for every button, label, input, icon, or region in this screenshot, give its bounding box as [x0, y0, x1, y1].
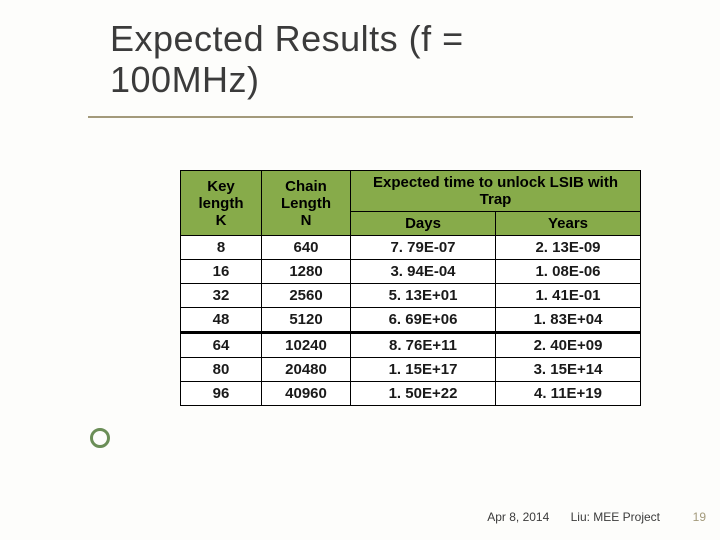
cell-n: 1280	[262, 260, 351, 284]
cell-n: 20480	[262, 358, 351, 382]
cell-days: 1. 15E+17	[351, 358, 496, 382]
table-row: 96 40960 1. 50E+22 4. 11E+19	[181, 382, 641, 406]
title-line-1: Expected Results (f =	[110, 18, 464, 59]
cell-k: 64	[181, 333, 262, 358]
cell-years: 2. 13E-09	[496, 236, 641, 260]
title-underline	[88, 116, 633, 118]
cell-k: 32	[181, 284, 262, 308]
col-header-key: Key length K	[181, 171, 262, 236]
cell-years: 1. 41E-01	[496, 284, 641, 308]
cell-k: 96	[181, 382, 262, 406]
cell-k: 16	[181, 260, 262, 284]
cell-years: 3. 15E+14	[496, 358, 641, 382]
col-header-chain-l2: Length	[281, 195, 331, 212]
cell-years: 4. 11E+19	[496, 382, 641, 406]
cell-days: 3. 94E-04	[351, 260, 496, 284]
cell-years: 2. 40E+09	[496, 333, 641, 358]
col-header-key-l3: K	[216, 212, 227, 229]
col-header-key-l1: Key	[207, 178, 235, 195]
col-header-years: Years	[496, 212, 641, 236]
table-row: 64 10240 8. 76E+11 2. 40E+09	[181, 333, 641, 358]
footer-date: Apr 8, 2014	[487, 510, 549, 524]
cell-k: 48	[181, 308, 262, 333]
cell-n: 40960	[262, 382, 351, 406]
col-header-expected: Expected time to unlock LSIB with Trap	[351, 171, 641, 212]
table-row: 80 20480 1. 15E+17 3. 15E+14	[181, 358, 641, 382]
cell-days: 5. 13E+01	[351, 284, 496, 308]
results-table: Key length K Chain Length N Expected tim…	[180, 170, 641, 406]
slide-number: 19	[693, 510, 706, 524]
footer: Apr 8, 2014 Liu: MEE Project	[487, 510, 660, 524]
title-line-2: 100MHz)	[110, 59, 260, 100]
col-header-chain-l1: Chain	[285, 178, 327, 195]
cell-days: 6. 69E+06	[351, 308, 496, 333]
table-row: 48 5120 6. 69E+06 1. 83E+04	[181, 308, 641, 333]
table-row: 8 640 7. 79E-07 2. 13E-09	[181, 236, 641, 260]
footer-label: Liu: MEE Project	[571, 510, 660, 524]
table-row: 16 1280 3. 94E-04 1. 08E-06	[181, 260, 641, 284]
cell-k: 8	[181, 236, 262, 260]
cell-n: 10240	[262, 333, 351, 358]
table-row: 32 2560 5. 13E+01 1. 41E-01	[181, 284, 641, 308]
cell-n: 2560	[262, 284, 351, 308]
cell-n: 5120	[262, 308, 351, 333]
col-header-days: Days	[351, 212, 496, 236]
slide-title: Expected Results (f = 100MHz)	[110, 18, 464, 101]
col-header-chain: Chain Length N	[262, 171, 351, 236]
cell-n: 640	[262, 236, 351, 260]
cell-days: 8. 76E+11	[351, 333, 496, 358]
bullet-circle-icon	[90, 428, 110, 448]
col-header-chain-l3: N	[301, 212, 312, 229]
cell-years: 1. 83E+04	[496, 308, 641, 333]
cell-years: 1. 08E-06	[496, 260, 641, 284]
table-body: 8 640 7. 79E-07 2. 13E-09 16 1280 3. 94E…	[181, 236, 641, 406]
cell-k: 80	[181, 358, 262, 382]
col-header-key-l2: length	[199, 195, 244, 212]
cell-days: 1. 50E+22	[351, 382, 496, 406]
cell-days: 7. 79E-07	[351, 236, 496, 260]
